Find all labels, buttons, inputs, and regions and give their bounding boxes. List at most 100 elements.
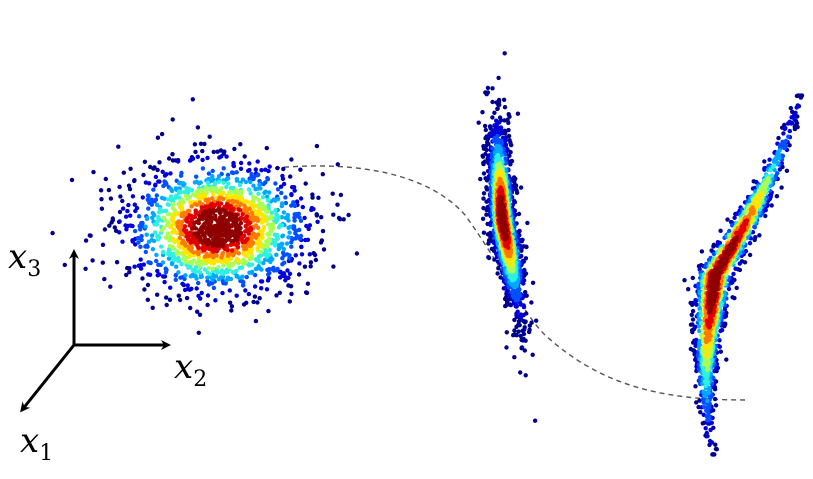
- sample-point: [247, 161, 252, 166]
- sample-point: [757, 233, 762, 238]
- sample-point: [721, 258, 726, 264]
- sample-point: [166, 220, 171, 225]
- sample-point: [205, 155, 210, 161]
- sample-point: [483, 127, 488, 133]
- sample-point: [167, 297, 173, 302]
- sample-point: [484, 147, 489, 153]
- sample-point: [289, 203, 294, 208]
- sample-point: [315, 219, 320, 224]
- sample-point: [211, 237, 216, 242]
- sample-point: [251, 194, 256, 200]
- sample-point: [492, 110, 497, 116]
- sample-point: [267, 236, 272, 241]
- sample-point: [792, 124, 797, 129]
- sample-point: [278, 269, 283, 274]
- sample-point: [693, 324, 698, 329]
- sample-point: [492, 257, 497, 262]
- sample-point: [175, 159, 181, 164]
- sample-point: [227, 288, 232, 293]
- sample-point: [512, 355, 517, 360]
- sample-point: [693, 343, 699, 348]
- sample-point: [701, 404, 707, 410]
- sample-point: [281, 181, 287, 187]
- sample-point: [261, 181, 266, 187]
- sample-point: [713, 403, 719, 408]
- sample-point: [781, 131, 786, 136]
- sample-point: [150, 305, 155, 310]
- sample-point: [289, 240, 294, 245]
- sample-point: [718, 349, 723, 354]
- sample-point: [486, 141, 491, 147]
- sample-point: [200, 166, 206, 171]
- sample-point: [195, 154, 200, 159]
- sample-point: [154, 252, 159, 258]
- sample-point: [248, 179, 253, 185]
- sample-point: [100, 242, 106, 247]
- sample-point: [299, 244, 304, 249]
- sample-point: [502, 105, 508, 110]
- sample-point: [712, 275, 717, 280]
- sample-point: [136, 214, 142, 219]
- sample-point: [292, 203, 298, 209]
- sample-point: [281, 271, 287, 276]
- sample-point: [196, 330, 201, 335]
- sample-point: [176, 255, 181, 261]
- sample-point: [341, 217, 346, 222]
- cloud-initial: [50, 97, 360, 335]
- sample-point: [234, 170, 239, 175]
- sample-point: [298, 167, 303, 172]
- sample-point: [302, 264, 308, 269]
- sample-point: [690, 322, 695, 327]
- sample-point: [128, 213, 133, 218]
- sample-point: [697, 398, 702, 403]
- x1-axis-label: x1: [20, 421, 53, 466]
- sample-point: [266, 276, 272, 281]
- sample-point: [183, 273, 188, 278]
- sample-point: [749, 207, 755, 213]
- point-clouds: [50, 51, 805, 457]
- sample-point: [154, 202, 160, 208]
- sample-point: [123, 214, 129, 219]
- sample-point: [260, 195, 266, 200]
- sample-point: [236, 251, 241, 256]
- sample-point: [138, 227, 143, 232]
- sample-point: [243, 288, 248, 293]
- sample-point: [253, 318, 259, 324]
- sample-point: [189, 188, 195, 193]
- sample-point: [242, 154, 247, 159]
- sample-point: [227, 190, 232, 195]
- sample-point: [146, 194, 151, 199]
- sample-point: [146, 206, 151, 211]
- sample-point: [196, 269, 201, 274]
- sample-point: [284, 241, 290, 246]
- sample-point: [737, 261, 742, 266]
- sample-point: [210, 174, 215, 179]
- sample-point: [303, 237, 308, 243]
- sample-point: [255, 218, 260, 223]
- sample-point: [253, 257, 259, 262]
- sample-point: [224, 154, 229, 159]
- sample-point: [502, 51, 507, 56]
- sample-point: [121, 170, 127, 175]
- sample-point: [507, 159, 512, 165]
- sample-point: [499, 212, 505, 218]
- sample-point: [145, 297, 150, 302]
- sample-point: [795, 114, 800, 119]
- sample-point: [289, 192, 294, 198]
- sample-point: [314, 213, 320, 218]
- sample-point: [255, 300, 260, 305]
- sample-point: [495, 106, 500, 112]
- sample-point: [729, 223, 735, 228]
- sample-point: [241, 257, 246, 262]
- sample-point: [718, 328, 723, 334]
- sample-point: [711, 251, 717, 257]
- sample-point: [777, 167, 782, 172]
- sample-point: [522, 348, 527, 353]
- sample-point: [110, 218, 116, 223]
- sample-point: [180, 281, 185, 286]
- sample-point: [108, 284, 113, 289]
- sample-point: [766, 198, 771, 203]
- sample-point: [523, 256, 529, 261]
- sample-point: [229, 241, 234, 247]
